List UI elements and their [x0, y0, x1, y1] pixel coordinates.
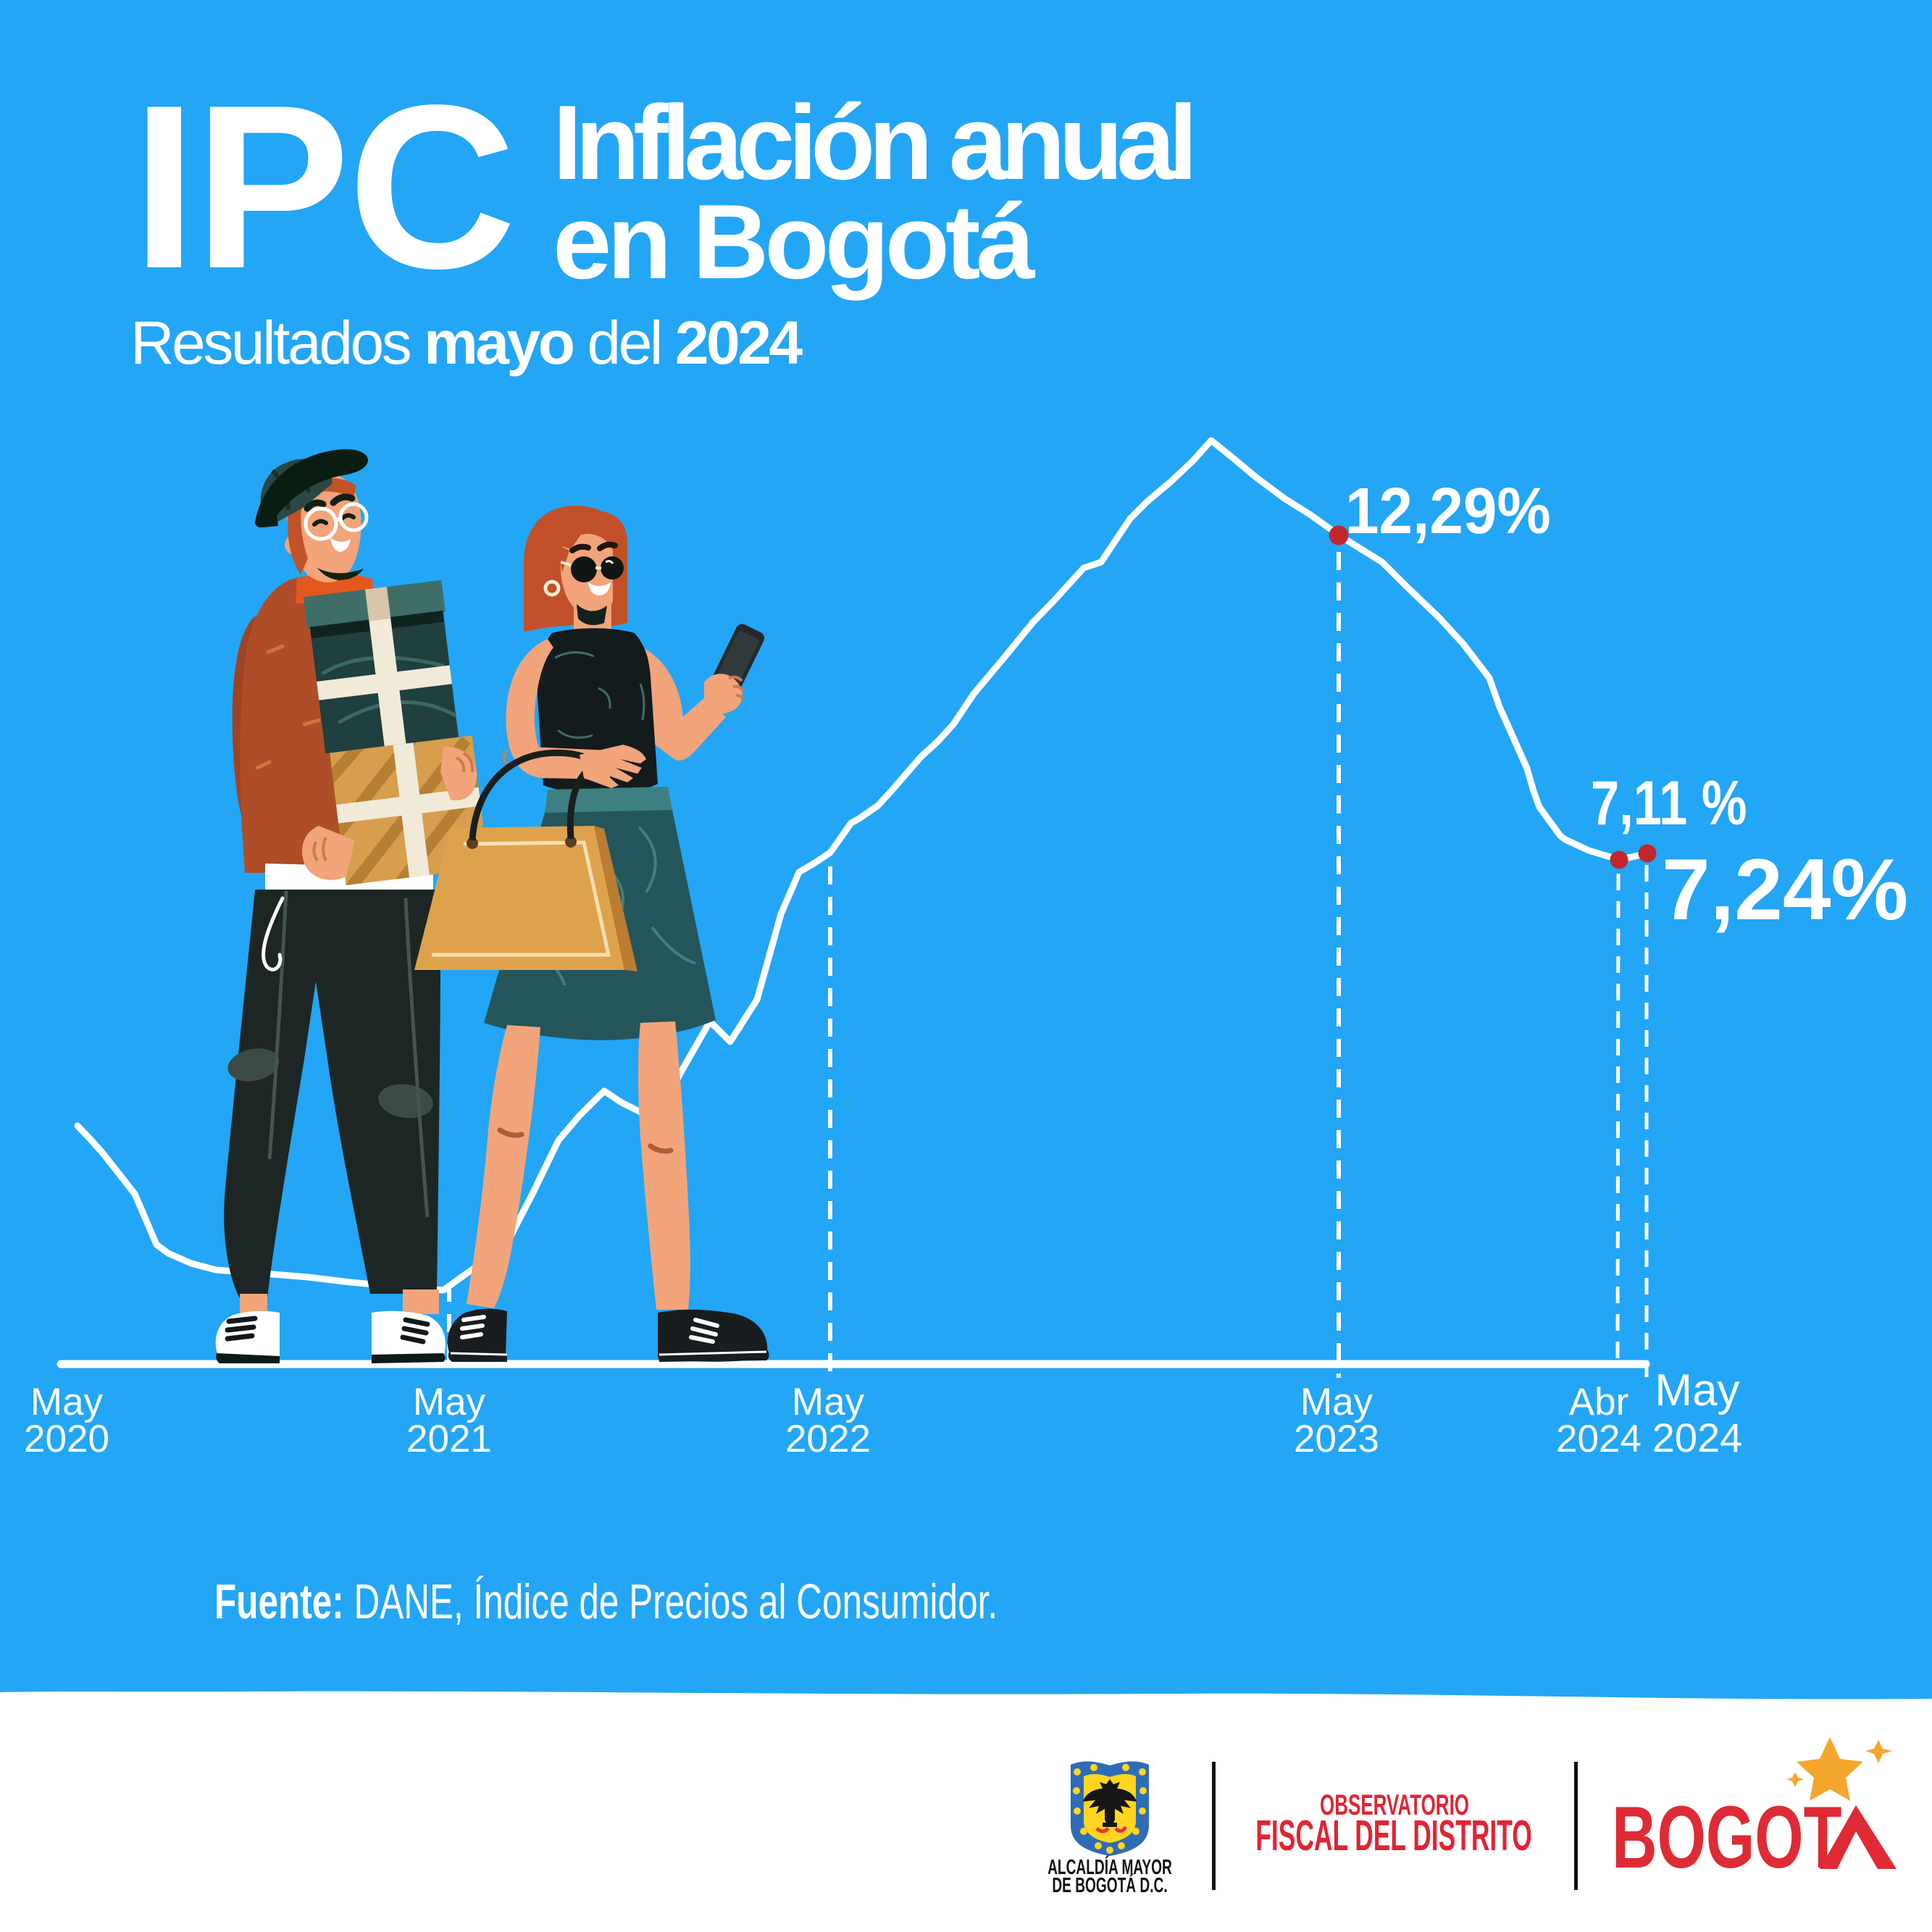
- svg-text:DE BOGOTÁ D.C.: DE BOGOTÁ D.C.: [1052, 1873, 1167, 1897]
- svg-text:12,29%: 12,29%: [1345, 474, 1551, 547]
- svg-text:BOGOT: BOGOT: [1612, 1788, 1842, 1886]
- svg-text:May: May: [1655, 1366, 1739, 1415]
- svg-text:OBSERVATORIO: OBSERVATORIO: [1320, 1789, 1469, 1821]
- svg-text:2020: 2020: [24, 1418, 109, 1460]
- svg-text:Abr: Abr: [1569, 1381, 1628, 1423]
- svg-text:May: May: [413, 1381, 486, 1423]
- svg-text:2024: 2024: [1652, 1415, 1743, 1460]
- svg-text:7,24%: 7,24%: [1662, 841, 1908, 938]
- svg-text:Inflación anual: Inflación anual: [553, 83, 1191, 201]
- svg-text:May: May: [1300, 1381, 1373, 1423]
- svg-text:2023: 2023: [1294, 1418, 1379, 1460]
- svg-text:en Bogotá: en Bogotá: [553, 183, 1036, 301]
- svg-text:May: May: [792, 1381, 865, 1423]
- svg-text:Resultados mayo del 2024: Resultados mayo del 2024: [130, 309, 803, 377]
- svg-text:2024: 2024: [1556, 1418, 1642, 1460]
- svg-text:ALCALDÍA MAYOR: ALCALDÍA MAYOR: [1047, 1855, 1172, 1879]
- svg-text:May: May: [30, 1381, 104, 1423]
- svg-text:IPC: IPC: [132, 57, 514, 317]
- svg-text:FISCAL DEL DISTRITO: FISCAL DEL DISTRITO: [1255, 1812, 1531, 1860]
- svg-text:2022: 2022: [785, 1418, 871, 1460]
- svg-text:Fuente: DANE, Índice de Precio: Fuente: DANE, Índice de Precios al Consu…: [214, 1573, 998, 1629]
- svg-text:2021: 2021: [406, 1418, 492, 1460]
- svg-text:7,11 %: 7,11 %: [1591, 768, 1747, 837]
